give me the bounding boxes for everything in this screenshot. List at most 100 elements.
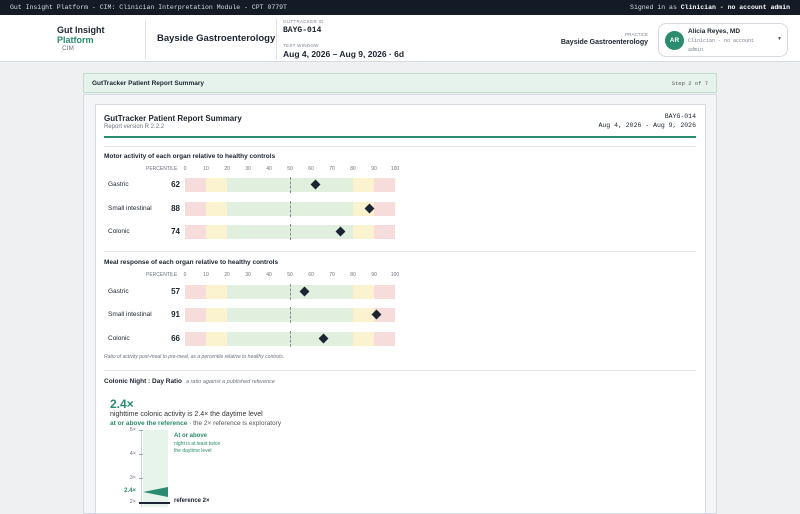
user-menu[interactable]: AR Alicia Reyes, MD Clinician · no accou… [658,23,788,57]
step-title: GutTracker Patient Report Summary [92,80,204,87]
band-segment [353,178,374,192]
percentile-bar [185,201,395,217]
percentile-tick: 60 [308,166,314,172]
axis-label: 2× [129,499,136,505]
organ-label: Gastric [108,181,129,188]
percentile-value: 57 [171,287,180,296]
median-line [290,224,291,240]
percentile-tick: 30 [245,166,251,172]
axis-label: 5× [129,427,136,433]
band-segment [206,178,227,192]
reference-label: reference 2× [174,498,210,504]
percentile-tick: 10 [203,272,209,278]
colonic-ratio-subtitle: a ratio against a published reference [186,379,275,385]
percentile-tick: 80 [350,166,356,172]
percentile-tick: 90 [371,272,377,278]
report-title: GutTracker Patient Report Summary [104,114,242,123]
percentile-value: 74 [171,227,180,236]
band-segment [374,178,395,192]
colonic-ratio-value: 2.4× [110,397,134,411]
band-segment [185,202,206,216]
band-segment [185,225,206,239]
band-segment [374,332,395,346]
platform-caption: Gut Insight Platform - CIM: Clinician In… [10,4,287,11]
band-segment [353,308,374,322]
percentile-value: 66 [171,334,180,343]
band-note: night is at least twice the daytime level [174,441,221,454]
current-ratio-marker [143,487,168,497]
avatar: AR [665,31,684,50]
percentile-bar [185,177,395,193]
band-segment [206,332,227,346]
band-segment [185,308,206,322]
organ-label: Small intestinal [108,311,152,318]
percentile-tick: 80 [350,272,356,278]
axis-label: 4× [129,451,136,457]
app-header: Gut Insight Platform CIM Bayside Gastroe… [0,15,800,62]
organ-label: Gastric [108,288,129,295]
percentile-tick: 70 [329,272,335,278]
band-segment [353,225,374,239]
percentile-value: 91 [171,310,180,319]
percentile-tick: 90 [371,166,377,172]
percentile-tick: 60 [308,272,314,278]
band-segment [374,202,395,216]
reference-line [139,502,170,504]
band-segment [374,225,395,239]
median-line [290,177,291,193]
meal-section-title: Meal response of each organ relative to … [104,259,279,266]
practice-label: PRACTICE [625,32,648,37]
test-window-label: TEST WINDOW [283,43,319,48]
guttracker-id-label: GUTTRACKER ID [283,19,324,24]
percentile-tick: 50 [287,272,293,278]
median-line [290,307,291,323]
median-line [290,284,291,300]
report-version: Report version R 2.2.2 [104,124,165,130]
band-title: At or above [174,433,208,439]
signed-in-status: Signed in as Clinician - no account admi… [630,4,790,11]
top-status-bar: Gut Insight Platform - CIM: Clinician In… [0,0,800,15]
band-segment [374,285,395,299]
median-line [290,331,291,347]
chevron-down-icon[interactable]: ▼ [777,36,782,42]
percentile-tick: 100 [390,166,400,172]
organ-label: Colonic [108,228,130,235]
test-window-value: Aug 4, 2026 – Aug 9, 2026 · 6d [283,49,405,59]
percentile-value: 62 [171,180,180,189]
percentile-tick: 100 [390,272,400,278]
percentile-label: PERCENTILE [146,166,178,172]
meal-note: Ratio of activity post-meal to pre-meal,… [104,354,285,360]
step-counter: Step 2 of 7 [671,80,708,87]
percentile-tick: 20 [224,272,230,278]
step-banner: GutTracker Patient Report Summary Step 2… [83,73,717,93]
brand-logo[interactable]: Gut Insight Platform CIM [57,25,105,52]
colonic-ratio-status: at or above the reference · the 2× refer… [110,420,282,427]
percentile-tick: 40 [266,272,272,278]
report-divider [104,136,696,138]
median-line [290,201,291,217]
colonic-ratio-title: Colonic Night : Day Ratio [104,378,182,385]
report-id: BAYG-014 [664,113,696,120]
percentile-tick: 20 [224,166,230,172]
colonic-ratio-description: nighttime colonic activity is 2.4× the d… [110,411,263,418]
practice-value: Bayside Gastroenterology [560,39,648,46]
organ-label: Colonic [108,335,130,342]
percentile-tick: 30 [245,272,251,278]
percentile-bar [185,307,395,323]
motor-section-title: Motor activity of each organ relative to… [104,153,276,160]
report-date-range: Aug 4, 2026 - Aug 9, 2026 [598,122,696,129]
practice-title: Bayside Gastroenterology [157,33,276,44]
band-segment [185,178,206,192]
percentile-value: 88 [171,204,180,213]
percentile-bar [185,284,395,300]
user-name: Alicia Reyes, MD [688,28,741,35]
ratio-axis [141,430,142,507]
percentile-bar [185,331,395,347]
guttracker-id: BAYG-014 [283,26,322,35]
band-segment [206,225,227,239]
percentile-bar [185,224,395,240]
percentile-tick: 10 [203,166,209,172]
axis-label: 3× [129,475,136,481]
band-segment [185,285,206,299]
organ-label: Small intestinal [108,205,152,212]
